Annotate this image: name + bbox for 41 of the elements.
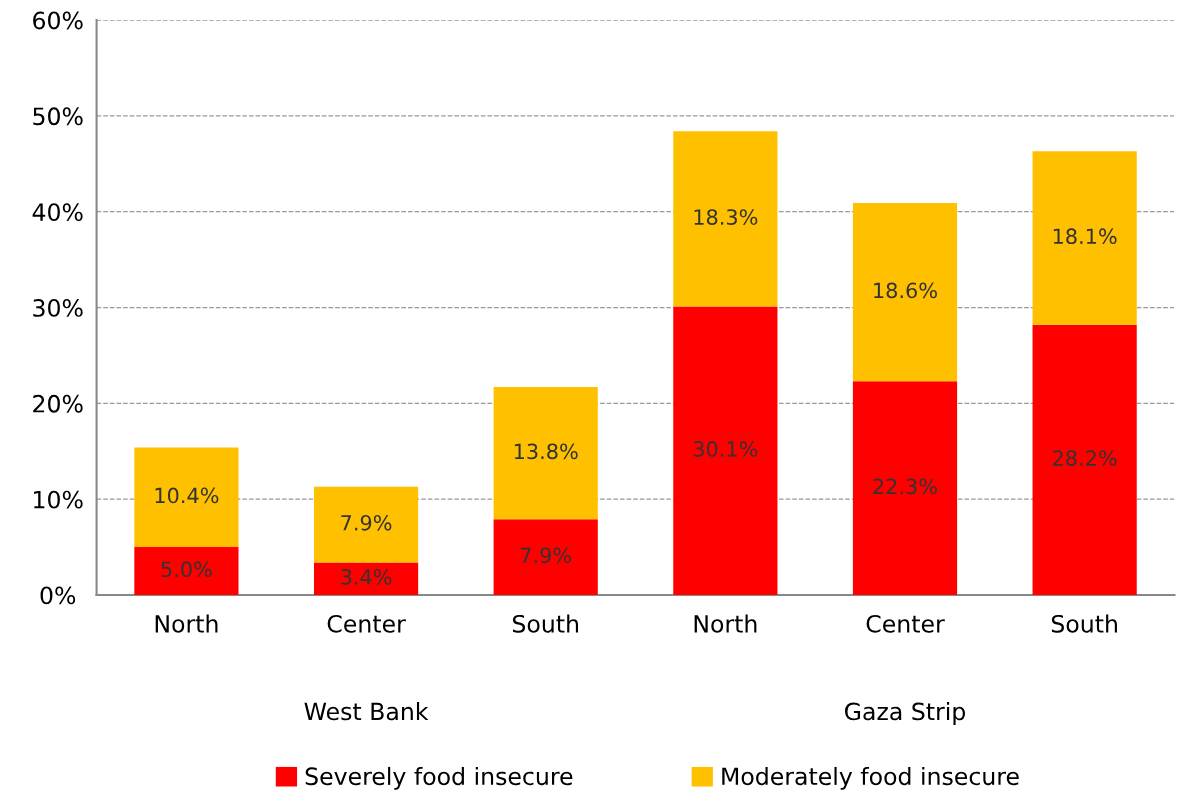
data-label: 22.3% [873,478,937,495]
y-tick-label: 10% [34,490,83,509]
y-tick-label: 20% [33,394,83,413]
bar [313,562,419,596]
data-label: 28.2% [1053,450,1117,466]
bar [1032,151,1137,325]
y-tick-label: 40% [32,203,83,222]
bar [1032,324,1137,596]
text: West Bank [304,702,429,721]
bar [493,519,598,596]
data-label: 18.6% [874,282,937,299]
x-tick-label: Center [327,614,406,633]
data-label: 5.0% [161,561,212,578]
bar [673,131,778,307]
bar [852,381,958,596]
y-tick-label: 30% [33,299,83,317]
data-label: 18.1% [1053,228,1117,245]
legend-label: Moderately food insecure [722,766,1019,790]
x-tick-label: South [1051,614,1117,633]
x-tick-label: Center [866,614,945,633]
y-tick-label: 50% [33,107,83,126]
data-label: 7.9% [341,514,392,531]
data-label: 30.1% [693,441,758,457]
data-label: 10.4% [155,487,219,504]
text: Gaza Strip [845,702,966,725]
x-tick-label: North [694,614,757,633]
bar [493,387,598,520]
y-tick-label: 60% [33,11,83,30]
x-tick-label: South [512,614,579,633]
data-label: 13.8% [514,443,578,460]
x-tick-label: North [155,614,218,633]
y-tick-label: 0% [40,586,76,605]
bar [134,447,239,548]
data-label: 7.9% [520,547,572,564]
bar [852,203,958,382]
data-label: 3.4% [341,569,392,585]
legend-label: Severely food insecure [305,766,573,790]
data-label: 18.3% [694,209,758,225]
bar [313,486,419,563]
bar [673,306,778,596]
bar [134,547,239,596]
